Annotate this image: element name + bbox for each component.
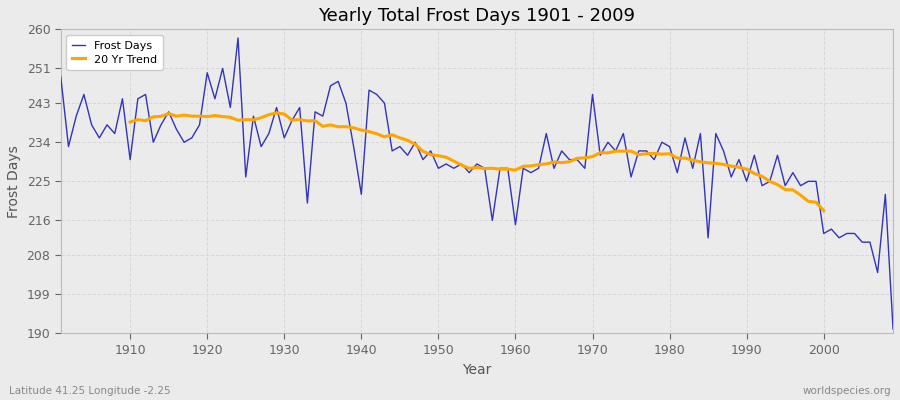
20 Yr Trend [294, 117, 305, 122]
20 Yr Trend [718, 162, 729, 167]
X-axis label: Year: Year [463, 363, 491, 377]
20 Yr Trend [310, 118, 320, 123]
Line: Frost Days: Frost Days [61, 38, 893, 329]
20 Yr Trend [210, 113, 220, 118]
Frost Days [887, 327, 898, 332]
Frost Days [518, 166, 528, 171]
20 Yr Trend [818, 208, 829, 213]
Frost Days [294, 105, 305, 110]
20 Yr Trend [271, 110, 282, 115]
20 Yr Trend [125, 120, 136, 124]
Title: Yearly Total Frost Days 1901 - 2009: Yearly Total Frost Days 1901 - 2009 [319, 7, 635, 25]
Legend: Frost Days, 20 Yr Trend: Frost Days, 20 Yr Trend [67, 35, 163, 70]
Y-axis label: Frost Days: Frost Days [7, 145, 21, 218]
Text: Latitude 41.25 Longitude -2.25: Latitude 41.25 Longitude -2.25 [9, 386, 171, 396]
20 Yr Trend [811, 200, 822, 204]
Frost Days [56, 75, 67, 80]
Frost Days [610, 148, 621, 153]
Frost Days [340, 101, 351, 106]
Text: worldspecies.org: worldspecies.org [803, 386, 891, 396]
20 Yr Trend [803, 199, 814, 204]
Line: 20 Yr Trend: 20 Yr Trend [130, 113, 824, 211]
Frost Days [510, 222, 521, 227]
Frost Days [232, 36, 243, 40]
Frost Days [117, 96, 128, 101]
